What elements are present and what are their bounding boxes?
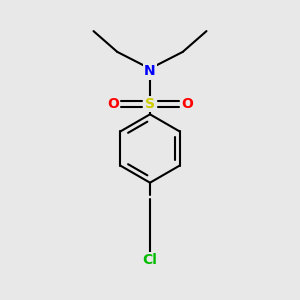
Text: S: S xyxy=(145,97,155,111)
Text: N: N xyxy=(144,64,156,78)
Text: O: O xyxy=(181,97,193,111)
Text: O: O xyxy=(107,97,119,111)
Text: Cl: Cl xyxy=(142,253,158,267)
